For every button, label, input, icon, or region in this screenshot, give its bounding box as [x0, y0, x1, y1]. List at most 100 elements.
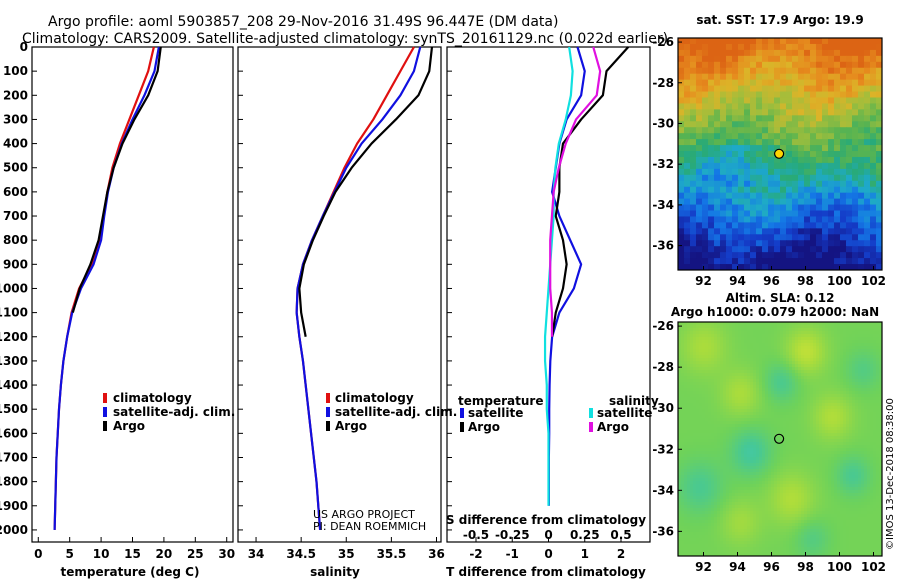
- sst-cell: [690, 156, 697, 164]
- sst-cell: [864, 43, 871, 51]
- sla-cell: [867, 331, 871, 335]
- sst-cell: [732, 49, 739, 57]
- sla-cell: [810, 442, 814, 446]
- sla-cell: [759, 331, 763, 335]
- sst-cell: [846, 151, 853, 158]
- sst-cell: [804, 115, 811, 122]
- sst-cell: [738, 103, 745, 110]
- sla-cell: [708, 346, 712, 350]
- sla-cell: [768, 343, 772, 347]
- sla-cell: [879, 322, 882, 326]
- sla-cell: [879, 334, 882, 338]
- sst-cell: [786, 85, 793, 93]
- sst-cell: [774, 38, 781, 45]
- sla-cell: [735, 463, 739, 467]
- sla-cell: [822, 406, 826, 410]
- sla-cell: [825, 442, 829, 446]
- sla-cell: [738, 352, 742, 356]
- sla-cell: [834, 439, 838, 443]
- sla-cell: [804, 409, 808, 413]
- sst-cell: [852, 264, 859, 270]
- sla-cell: [822, 442, 826, 446]
- sst-cell: [810, 38, 817, 45]
- sla-cell: [879, 355, 882, 359]
- sla-cell: [750, 439, 754, 443]
- sst-cell: [840, 264, 847, 270]
- sla-cell: [849, 367, 853, 371]
- sla-cell: [738, 400, 742, 404]
- sla-cell: [876, 460, 880, 464]
- sla-cell: [711, 364, 715, 368]
- sla-cell: [837, 352, 841, 356]
- sst-cell: [720, 216, 727, 223]
- sla-cell: [801, 352, 805, 356]
- series-temperature-argo: [551, 46, 630, 337]
- sla-cell: [840, 337, 844, 341]
- sst-cell: [708, 73, 715, 81]
- sst-cell: [690, 168, 697, 176]
- sla-cell: [810, 322, 814, 326]
- sla-cell: [741, 370, 745, 374]
- sst-cell: [702, 234, 709, 241]
- sla-cell: [693, 418, 697, 422]
- sst-cell: [708, 198, 715, 206]
- sla-cell: [795, 325, 799, 329]
- sla-cell: [840, 322, 844, 326]
- sla-cell: [696, 367, 700, 371]
- sst-cell: [798, 67, 805, 75]
- sst-cell: [846, 127, 853, 134]
- sst-cell: [678, 97, 685, 104]
- sla-cell: [870, 340, 874, 344]
- sst-cell: [756, 43, 763, 51]
- sla-cell: [804, 355, 808, 359]
- sla-cell: [765, 457, 769, 461]
- sla-cell: [771, 370, 775, 374]
- sla-cell: [768, 334, 772, 338]
- sst-cell: [858, 234, 865, 241]
- sst-cell: [720, 168, 727, 176]
- sla-cell: [762, 370, 766, 374]
- sst-cell: [798, 162, 805, 170]
- sla-cell: [870, 328, 874, 332]
- sst-cell: [786, 162, 793, 170]
- sla-cell: [729, 361, 733, 365]
- sst-cell: [744, 61, 751, 69]
- sst-cell: [726, 133, 733, 140]
- sst-cell: [696, 91, 703, 98]
- sla-cell: [813, 442, 817, 446]
- sla-cell: [684, 328, 688, 332]
- sla-cell: [762, 331, 766, 335]
- sla-cell: [786, 322, 790, 326]
- sla-cell: [870, 358, 874, 362]
- sst-cell: [822, 103, 829, 110]
- sst-cell: [696, 73, 703, 81]
- sst-cell: [690, 109, 697, 116]
- sla-cell: [741, 421, 745, 425]
- sla-cell: [798, 352, 802, 356]
- sla-cell: [864, 463, 868, 467]
- sla-cell: [855, 463, 859, 467]
- sla-cell: [687, 349, 691, 353]
- sla-cell: [750, 472, 754, 476]
- sla-cell: [876, 355, 880, 359]
- sst-cell: [726, 97, 733, 104]
- sst-cell: [714, 240, 721, 247]
- sla-cell: [690, 322, 694, 326]
- sst-cell: [708, 246, 715, 253]
- sst-cell: [780, 198, 787, 206]
- sla-cell: [693, 466, 697, 470]
- sla-cell: [828, 373, 832, 377]
- sla-cell: [744, 358, 748, 362]
- sla-cell: [759, 454, 763, 458]
- sst-cell: [810, 109, 817, 116]
- sla-cell: [783, 400, 787, 404]
- sla-cell: [789, 367, 793, 371]
- sla-cell: [879, 340, 882, 344]
- sla-cell: [762, 364, 766, 368]
- sla-cell: [702, 409, 706, 413]
- sla-cell: [696, 454, 700, 458]
- sst-cell: [828, 180, 835, 188]
- sla-cell: [744, 379, 748, 383]
- sla-cell: [741, 334, 745, 338]
- sst-cell: [834, 192, 841, 200]
